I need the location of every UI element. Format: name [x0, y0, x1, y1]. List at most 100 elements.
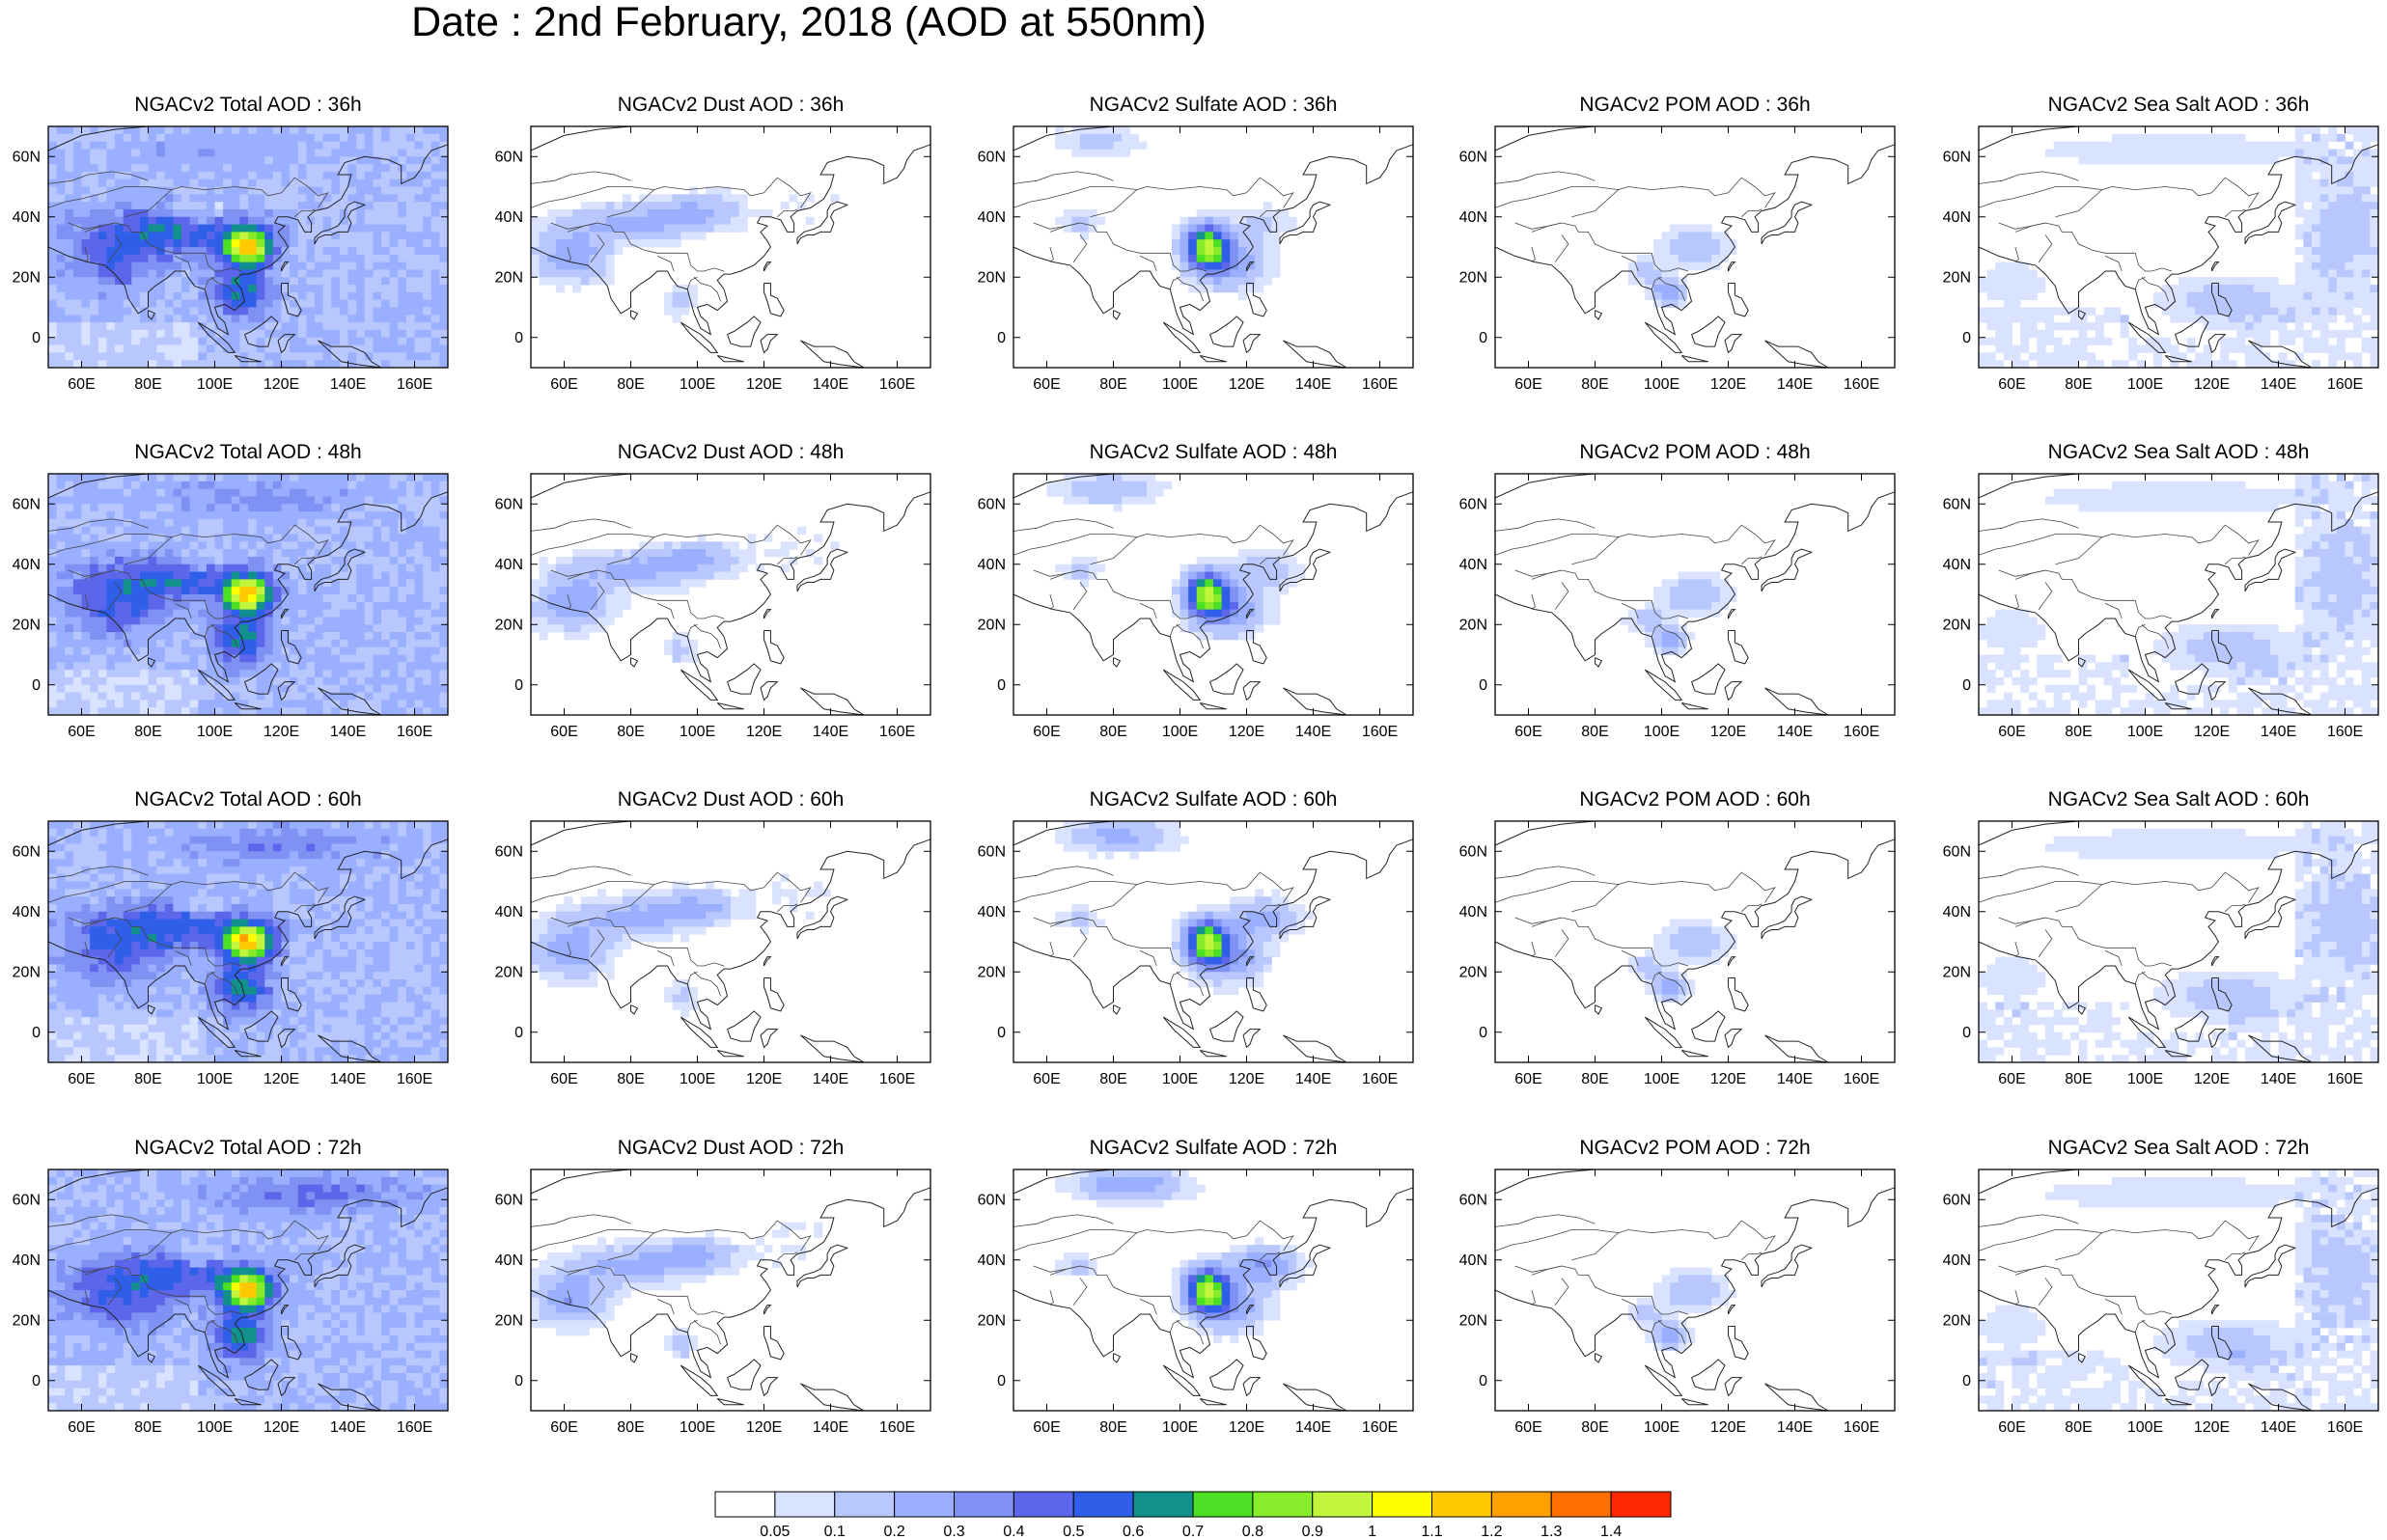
y-tick-label: 40N [495, 557, 523, 573]
aod-cell [414, 662, 424, 671]
aod-cell [373, 291, 382, 301]
aod-cell [2020, 360, 2030, 369]
coastline [2248, 340, 2313, 369]
aod-cell [381, 247, 391, 256]
aod-cell [231, 224, 240, 233]
aod-cell [206, 133, 215, 143]
aod-cell [1271, 269, 1281, 278]
aod-cell [2336, 149, 2345, 157]
aod-cell [223, 670, 233, 678]
aod-cell [123, 518, 132, 528]
aod-cell [356, 133, 366, 143]
y-tick-label: 0 [1479, 330, 1487, 346]
aod-cell [405, 315, 415, 323]
aod-cell [231, 564, 240, 572]
aod-cell [231, 526, 240, 535]
aod-cell [231, 179, 240, 187]
aod-cell [290, 481, 299, 490]
aod-cell [688, 579, 698, 588]
aod-cell [106, 156, 116, 165]
aod-cell [2336, 299, 2345, 308]
aod-cell [164, 474, 174, 482]
aod-cell [331, 579, 341, 588]
aod-cell [2045, 149, 2055, 157]
aod-cell [381, 571, 391, 580]
aod-cell [297, 504, 307, 512]
country-border [2141, 277, 2169, 302]
aod-cell [622, 594, 631, 603]
aod-cell [97, 329, 107, 339]
aod-cell [1246, 208, 1256, 218]
aod-cell [531, 216, 541, 225]
aod-cell [1196, 269, 1206, 278]
aod-cell [398, 315, 407, 323]
aod-cell [81, 322, 91, 331]
aod-cell [2262, 141, 2271, 150]
aod-cell [597, 216, 607, 225]
aod-cell [164, 141, 174, 150]
aod-cell [2353, 299, 2363, 308]
aod-cell [181, 352, 191, 361]
country-border [1013, 186, 1137, 208]
aod-cell [248, 564, 258, 572]
aod-cell [1255, 208, 1264, 218]
aod-cell [264, 247, 274, 256]
aod-cell [423, 239, 432, 248]
aod-cell [256, 360, 265, 369]
aod-cell [1196, 254, 1206, 263]
aod-cell [248, 186, 258, 195]
aod-cell [2069, 149, 2079, 157]
aod-cell [189, 133, 199, 143]
aod-cell [356, 496, 366, 505]
aod-cell [56, 164, 66, 173]
aod-cell [181, 692, 191, 701]
aod-cell [2336, 285, 2345, 293]
aod-cell [2353, 291, 2363, 301]
aod-cell [131, 224, 141, 233]
aod-cell [48, 277, 58, 286]
aod-cell [198, 322, 208, 331]
aod-cell [2236, 337, 2246, 345]
aod-cell [223, 291, 233, 301]
aod-cell [123, 156, 132, 165]
aod-cell [139, 156, 149, 165]
aod-cell [423, 556, 432, 565]
aod-cell [1055, 216, 1065, 225]
aod-cell [97, 496, 107, 505]
aod-cell [189, 164, 199, 173]
aod-cell [339, 202, 348, 210]
aod-cell [1237, 261, 1247, 270]
aod-cell [239, 632, 249, 641]
aod-cell [1661, 254, 1671, 263]
panel-title: NGACv2 Sea Salt AOD : 36h [2047, 94, 2310, 116]
aod-cell [414, 481, 424, 490]
aod-cell [189, 518, 199, 528]
aod-cell [430, 360, 440, 369]
aod-cell [189, 149, 199, 157]
aod-cell [398, 126, 407, 135]
aod-cell [297, 646, 307, 655]
aod-cell [139, 232, 149, 240]
aod-cell [381, 322, 391, 331]
aod-cell [680, 549, 690, 558]
aod-cell [272, 352, 282, 361]
aod-cell [115, 269, 125, 278]
aod-cell [206, 315, 215, 323]
aod-cell [214, 315, 224, 323]
aod-cell [2195, 352, 2205, 361]
aod-cell [381, 224, 391, 233]
aod-cell [2312, 322, 2321, 331]
aod-cell [364, 504, 374, 512]
aod-cell [414, 186, 424, 195]
aod-cell [156, 156, 166, 165]
aod-cell [281, 126, 291, 135]
aod-cell [2195, 149, 2205, 157]
aod-cell [356, 261, 366, 270]
aod-cell [90, 654, 99, 663]
aod-cell [364, 676, 374, 686]
aod-cell [430, 617, 440, 625]
aod-cell [2203, 141, 2212, 150]
aod-cell [72, 646, 82, 655]
aod-cell [290, 277, 299, 286]
aod-cell [2370, 216, 2379, 225]
